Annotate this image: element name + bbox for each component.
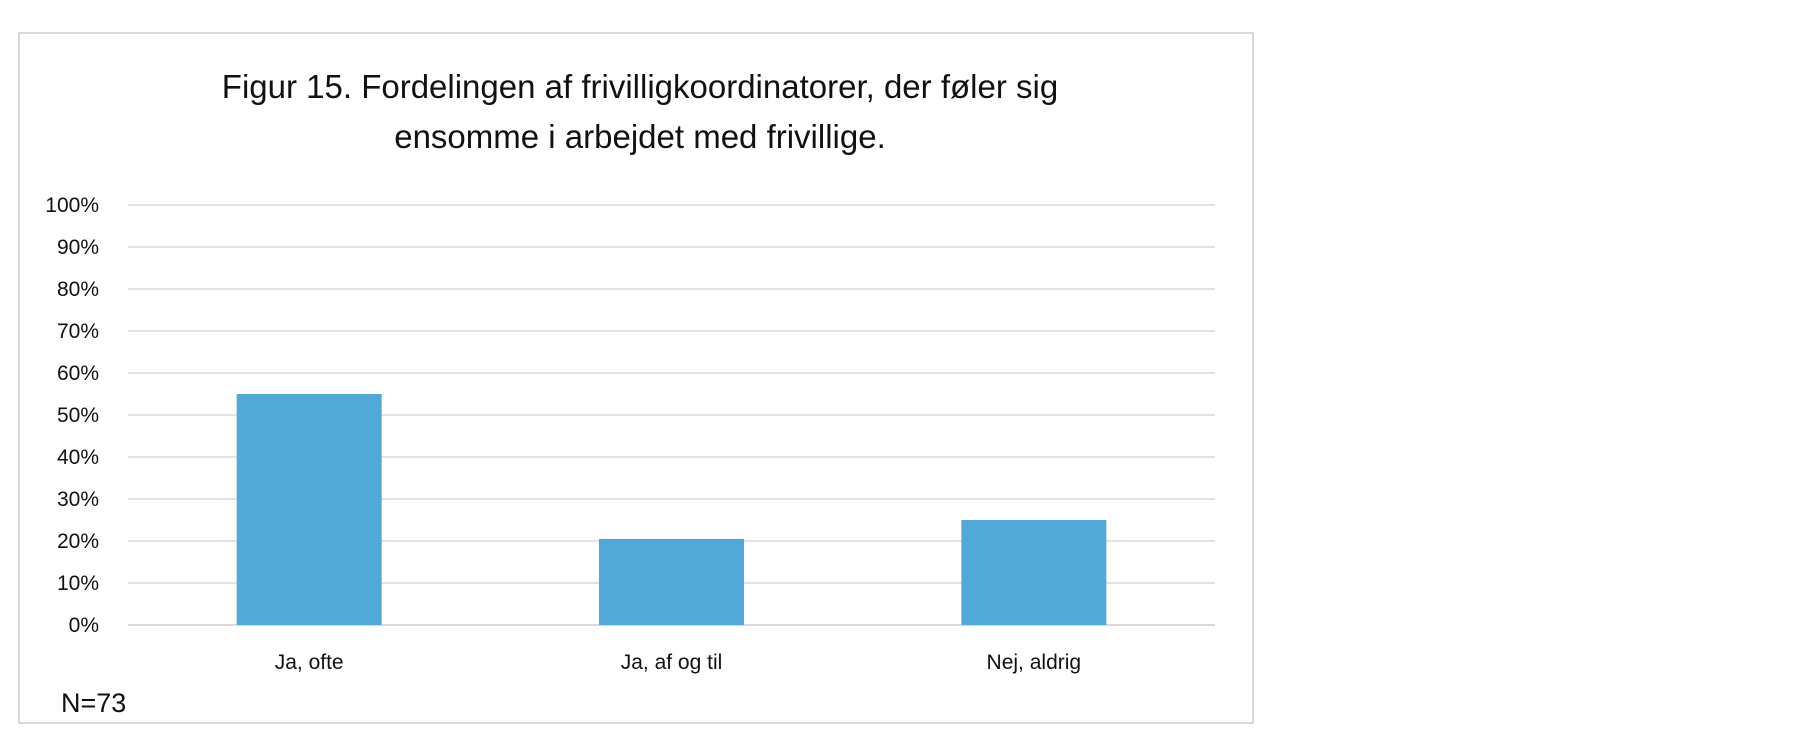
y-axis-ticks: 0% 10% 20% 30% 40% 50% 60% 70% 80% 90% 100% xyxy=(45,194,99,637)
y-tick-label: 50% xyxy=(57,404,99,427)
x-axis-categories: Ja, ofte Ja, af og til Nej, aldrig xyxy=(275,651,1081,674)
y-tick-label: 60% xyxy=(57,362,99,385)
sample-size-note: N=73 xyxy=(61,688,127,718)
y-tick-label: 90% xyxy=(57,236,99,259)
y-tick-label: 40% xyxy=(57,446,99,469)
x-category-label: Ja, af og til xyxy=(621,651,723,674)
bar xyxy=(236,394,382,625)
chart-title-line-1: Figur 15. Fordelingen af frivilligkoordi… xyxy=(221,68,1059,105)
y-tick-label: 70% xyxy=(57,320,99,343)
y-tick-label: 0% xyxy=(69,614,99,637)
y-tick-label: 30% xyxy=(57,488,99,511)
bar xyxy=(961,520,1107,625)
x-category-label: Ja, ofte xyxy=(275,651,344,674)
y-tick-label: 80% xyxy=(57,278,99,301)
x-category-label: Nej, aldrig xyxy=(987,651,1082,674)
bar xyxy=(599,538,744,625)
y-tick-label: 100% xyxy=(45,194,99,217)
y-tick-label: 20% xyxy=(57,530,99,553)
chart-title-line-2: ensomme i arbejdet med frivillige. xyxy=(394,118,886,155)
bars xyxy=(236,394,1107,625)
chart-title: Figur 15. Fordelingen af frivilligkoordi… xyxy=(170,62,1110,162)
y-tick-label: 10% xyxy=(57,572,99,595)
